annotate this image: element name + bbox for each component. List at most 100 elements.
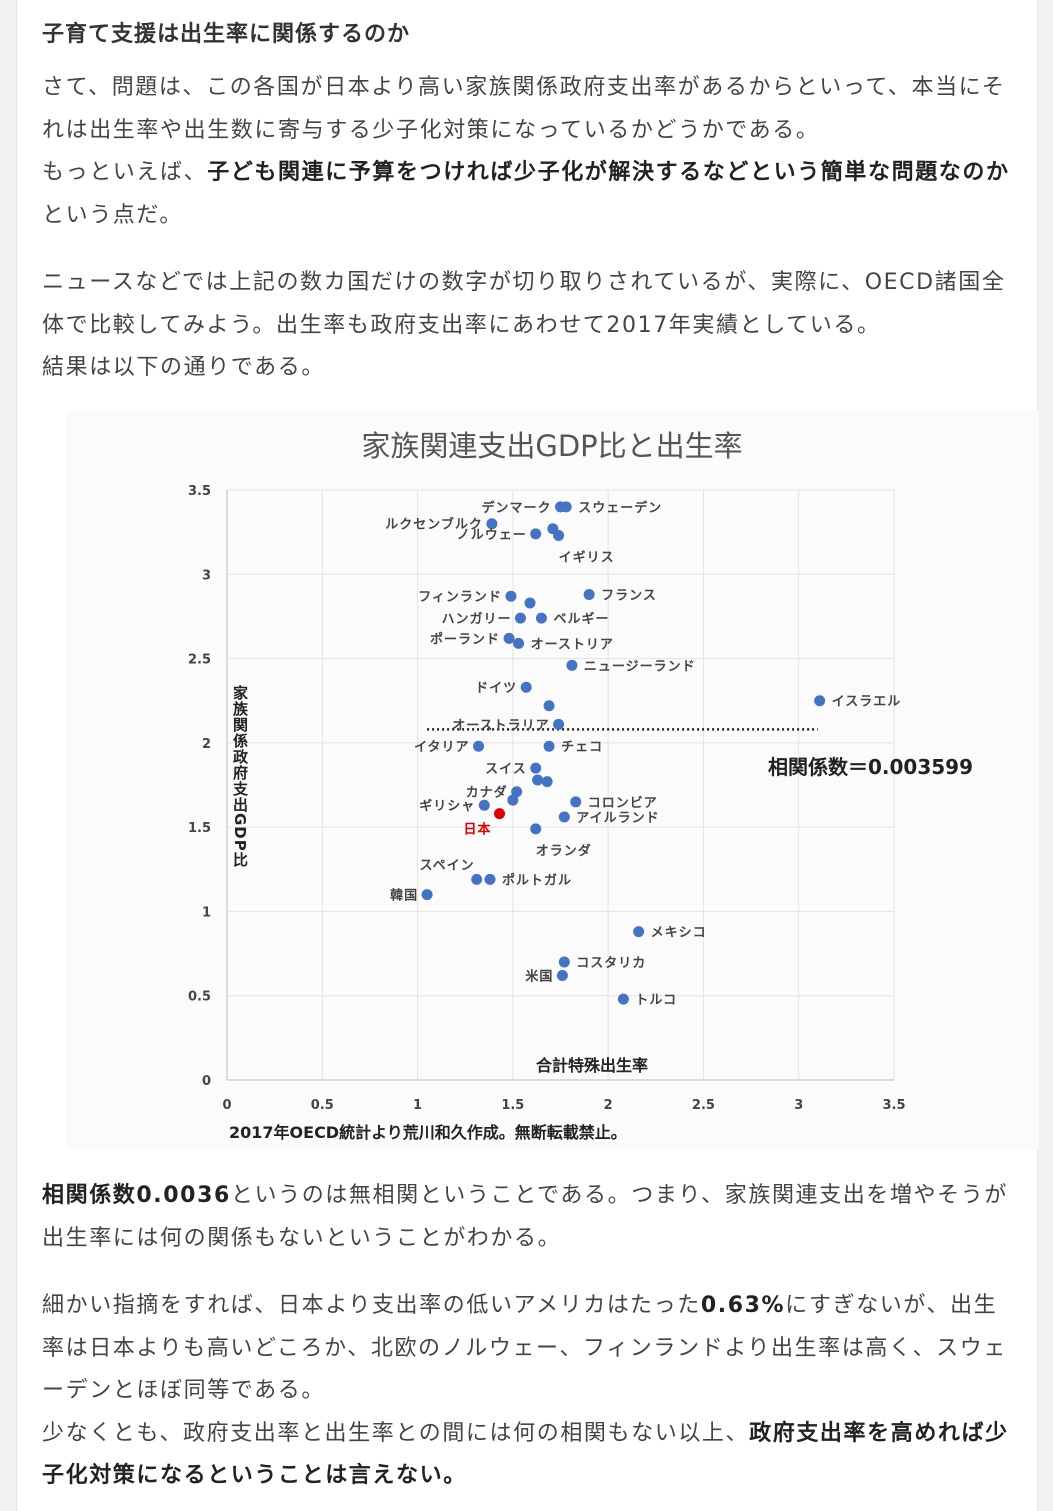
data-point [553,718,565,730]
data-label: 日本 [464,822,492,838]
text: ニュースなどでは上記の数カ国だけの数字が切り取りされているが、実際に、OECD諸… [42,270,1006,338]
text: 結果は以下の通りである。 [42,355,325,381]
text: 細かい指摘をすれば、日本より支出率の低いアメリカはたった [42,1293,701,1318]
data-label: イギリス [559,550,615,566]
text: 少なくとも、政府支出率と出生率との間には何の相関もない以上、 [42,1420,750,1446]
data-point [494,808,506,820]
x-tick-label: 0 [222,1098,231,1113]
data-label: カナダ [466,785,508,801]
data-label: 韓国 [390,888,418,904]
data-point [566,659,578,671]
data-point [530,823,542,835]
data-label: スイス [485,762,527,777]
data-label: ルクセンブルク [385,517,483,533]
data-label: スペイン [420,858,475,873]
data-label: ベルギー [553,611,609,627]
x-tick-label: 3.5 [882,1098,905,1113]
data-point [486,518,498,530]
bold-text: 0.63% [700,1293,786,1318]
y-tick-label: 3 [202,568,211,583]
data-point [484,873,496,885]
data-point [583,589,595,601]
data-point [524,597,536,609]
data-point [558,956,570,968]
data-label: アイルランド [576,811,659,826]
y-axis-label: 家族関係政府支出GDP比 [231,684,249,868]
source-note: 2017年OECD統計より荒川和久作成。無断転載禁止。 [229,1123,627,1142]
data-label: フィンランド [418,590,502,605]
article-card: 子育て支援は出生率に関係するのか さて、問題は、この各国が日本より高い家族関係政… [16,0,1039,1511]
data-label: ノルウェー [457,528,527,543]
data-label: 米国 [525,968,553,984]
chart-title: 家族関連支出GDP比と出生率 [361,429,742,463]
paragraph-4: 細かい指摘をすれば、日本より支出率の低いアメリカはたった0.63%にすぎないが、… [42,1285,1017,1498]
data-point [556,969,568,981]
data-point [514,612,526,624]
data-label: ハンガリー [441,612,511,627]
data-point [471,873,483,885]
data-point [541,776,553,788]
bold-text: 相関係数0.0036 [42,1183,231,1208]
data-point [530,528,542,540]
x-tick-label: 2 [604,1098,613,1113]
data-label: ギリシャ [419,798,475,814]
data-point [814,695,826,707]
bold-text: 子ども関連に予算をつければ少子化が解決するなどという簡単な問題なのか [207,160,1010,186]
data-point [560,501,572,513]
data-point [558,811,570,823]
data-label: オーストラリア [452,718,549,733]
data-point [507,794,519,806]
data-label: ポルトガル [502,872,572,888]
scatter-chart-image: 家族関連支出GDP比と出生率 0 0.5 1 1.5 2 2.5 3 3.5 0 0.5 1 1.5 2 2… [66,410,1039,1150]
data-point [543,700,555,712]
x-tick-label: 1 [413,1098,422,1113]
data-label: オーストリア [531,637,614,652]
data-point [543,740,555,752]
text: もっといえば、 [42,160,208,186]
data-point [520,681,532,693]
data-point [503,632,515,644]
data-label: コスタリカ [576,956,646,971]
data-label: トルコ [635,993,677,1008]
data-point [553,530,565,542]
text: さて、問題は、この各国が日本より高い家族関係政府支出率があるからといって、本当に… [42,75,1006,143]
y-tick-label: 0 [202,1074,211,1089]
data-point [478,799,490,811]
data-label: メキシコ [651,926,707,941]
data-point [473,740,485,752]
text: にすぎないが、出生率は日本よりも高いどころか、北欧のノルウェー、フィンランドより… [42,1293,1007,1404]
data-point [570,796,582,808]
bold-text: 政府支出率を高めれば少子化対策になるということは言えない。 [42,1420,1009,1489]
paragraph-1: さて、問題は、この各国が日本より高い家族関係政府支出率があるからといって、本当に… [42,67,1017,237]
data-label: オランダ [536,843,592,859]
data-label: ドイツ [475,681,517,696]
x-tick-label: 3 [794,1098,803,1113]
paragraph-2: ニュースなどでは上記の数カ国だけの数字が切り取りされているが、実際に、OECD諸… [42,262,1017,390]
data-point [421,889,433,901]
data-label: フランス [601,589,657,604]
data-label: イタリア [414,740,469,755]
data-label: コロンビア [588,795,658,811]
data-point [617,993,629,1005]
data-point [633,926,645,938]
y-tick-label: 1.5 [188,821,211,836]
text: という点だ。 [42,202,183,228]
y-tick-label: 1 [202,905,211,920]
paragraph-3: 相関係数0.0036というのは無相関ということである。つまり、家族関連支出を増や… [42,1175,1017,1260]
x-tick-label: 1.5 [501,1098,524,1113]
data-label: ニュージーランド [584,659,696,674]
data-label: スウェーデン [578,500,662,516]
data-point [513,637,525,649]
x-axis-label: 合計特殊出生率 [536,1056,648,1075]
correlation-annotation: 相関係数＝0.003599 [768,755,973,779]
data-point [511,786,523,798]
data-label: ポーランド [430,631,500,647]
data-label: イスラエル [832,695,902,710]
data-point [505,590,517,602]
y-tick-label: 3.5 [188,484,211,499]
x-tick-label: 0.5 [311,1098,334,1113]
x-tick-label: 2.5 [692,1098,715,1113]
data-point [532,774,544,786]
data-point [530,762,542,774]
y-tick-label: 0.5 [188,990,211,1005]
